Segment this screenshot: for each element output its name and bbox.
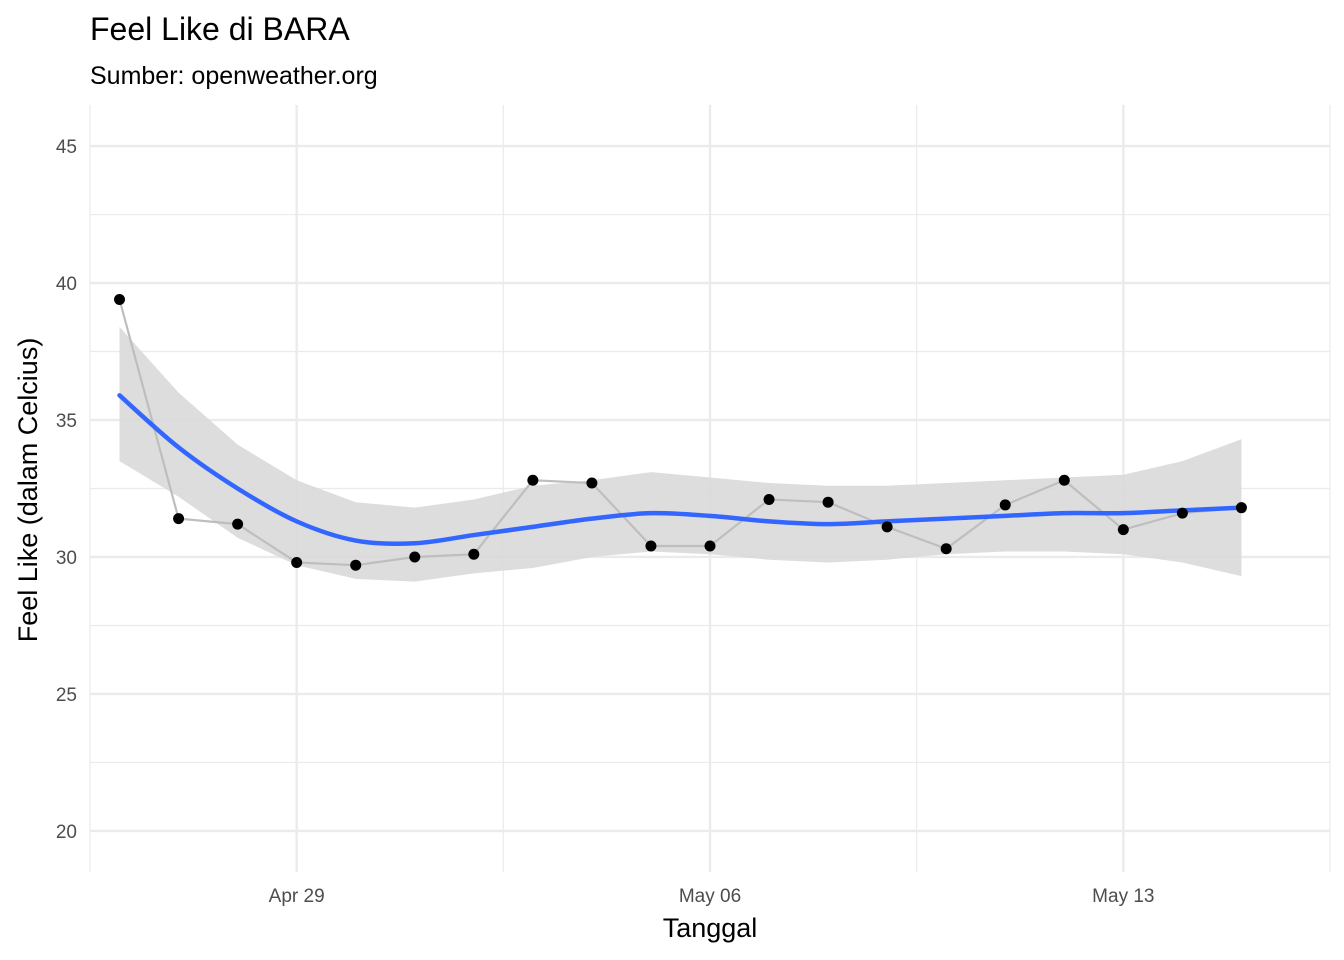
confidence-ribbon (119, 326, 1242, 582)
data-point (940, 543, 952, 555)
data-points-layer (114, 293, 1247, 571)
smooth-line-layer (117, 393, 1244, 547)
x-tick-labels: Apr 29 May 06 May 13 (269, 886, 1155, 907)
y-tick-label: 30 (56, 548, 77, 569)
chart-subtitle: Sumber: openweather.org (90, 62, 378, 90)
confidence-ribbon-layer (119, 326, 1242, 582)
data-point (291, 556, 303, 568)
data-point (350, 559, 362, 571)
data-point (1117, 524, 1129, 536)
data-point (409, 551, 421, 563)
chart-title: Feel Like di BARA (90, 11, 350, 47)
data-point (468, 548, 480, 560)
data-point (1235, 502, 1247, 514)
data-point (173, 513, 185, 525)
data-line-layer (118, 299, 1242, 567)
y-tick-label: 40 (56, 274, 77, 295)
data-point (999, 499, 1011, 511)
data-point (822, 496, 834, 508)
x-axis-title: Tanggal (663, 913, 758, 943)
data-point (1058, 474, 1070, 486)
data-point (1176, 507, 1188, 519)
data-point (527, 474, 539, 486)
data-point (232, 518, 244, 530)
x-tick-label: Apr 29 (269, 886, 325, 907)
y-tick-label: 25 (56, 685, 77, 706)
y-tick-label: 45 (56, 137, 77, 158)
smooth-line (117, 393, 1244, 547)
data-point (586, 477, 598, 489)
data-line (118, 299, 1242, 567)
data-point (114, 293, 126, 305)
x-tick-label: May 06 (679, 886, 741, 907)
data-point (881, 521, 893, 533)
x-tick-label: May 13 (1092, 886, 1154, 907)
y-axis-title: Feel Like (dalam Celcius) (13, 338, 43, 643)
y-tick-labels: 20 25 30 35 40 45 (56, 137, 77, 843)
data-point (645, 540, 657, 552)
data-point (704, 540, 716, 552)
y-tick-label: 35 (56, 411, 77, 432)
y-tick-label: 20 (56, 822, 77, 843)
data-point (763, 493, 775, 505)
